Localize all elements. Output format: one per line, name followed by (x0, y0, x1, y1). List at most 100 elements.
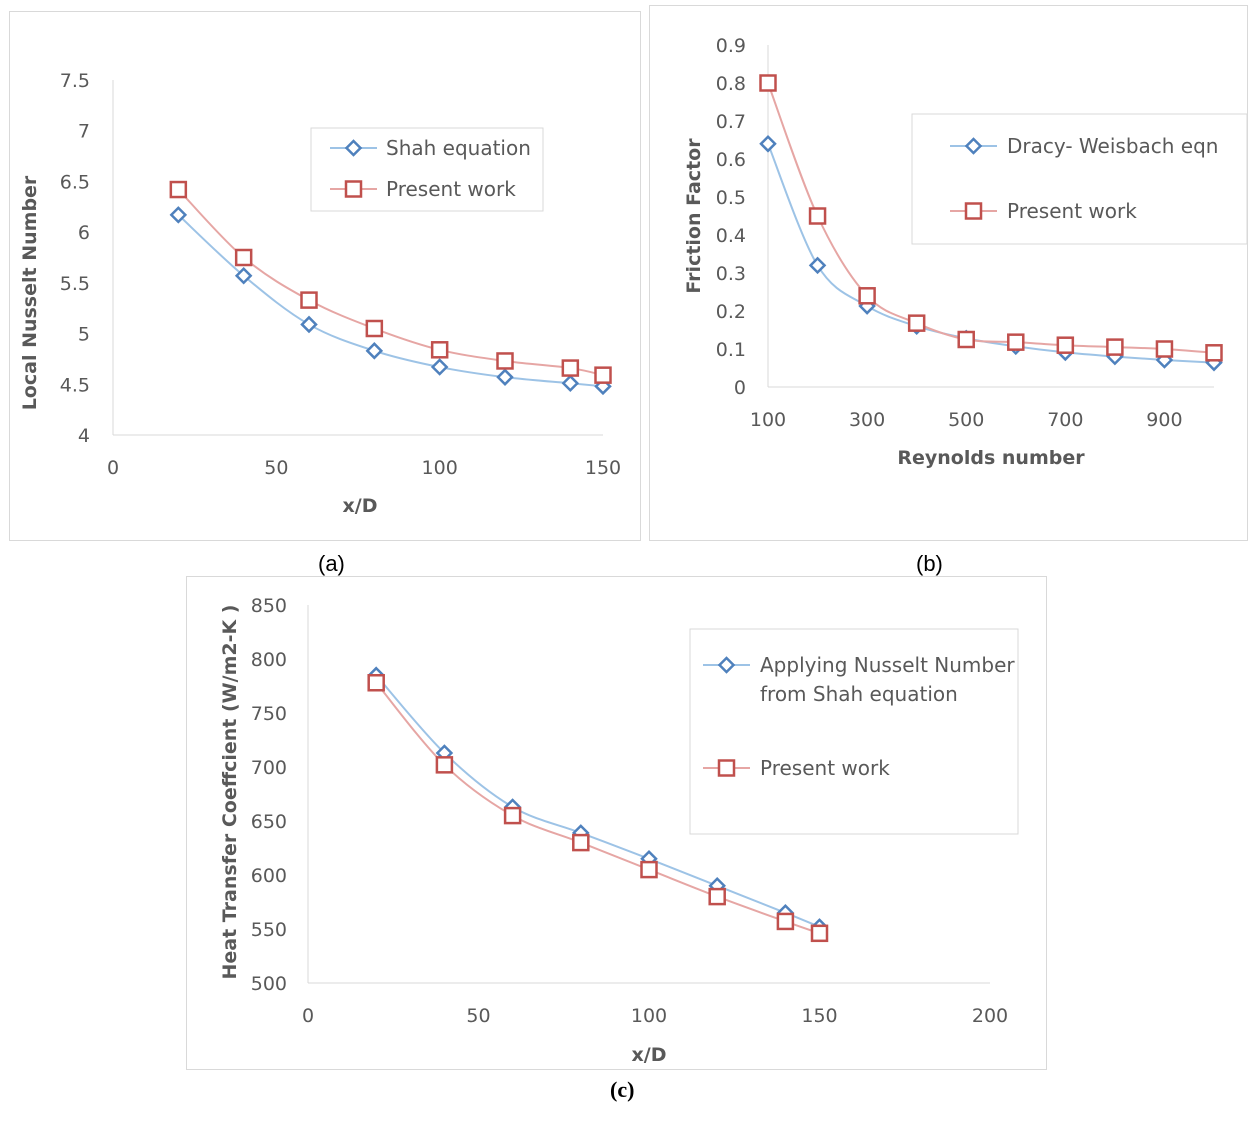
chart-a-series-1-point (234, 266, 253, 285)
chart-c-x-tick-label: 50 (466, 1005, 490, 1027)
chart-c-y-tick-label: 500 (251, 973, 287, 995)
chart-b-y-tick-label: 0.8 (716, 73, 746, 95)
chart-b-legend-label-2: Present work (1007, 199, 1137, 223)
chart-c-x-tick-label: 100 (631, 1005, 667, 1027)
chart-c-y-tick-label: 600 (251, 865, 287, 887)
chart-c-x-axis-title: x/D (632, 1044, 667, 1066)
chart-b-y-axis-title: Friction Factor (683, 138, 705, 294)
chart-b-x-tick-label: 300 (849, 409, 885, 431)
chart-c-legend-marker-1 (717, 656, 736, 674)
chart-b-x-tick-label: 500 (948, 409, 984, 431)
chart-b-y-tick-label: 0.6 (716, 149, 746, 171)
chart-a-x-axis-title: x/D (343, 495, 378, 517)
chart-b-legend-marker-2 (964, 202, 983, 220)
chart-c-y-tick-label: 800 (251, 649, 287, 671)
chart-a-series-1-point (300, 315, 318, 334)
chart-b-y-tick-label: 0.3 (716, 263, 746, 285)
chart-c-series-2-point (776, 912, 795, 931)
chart-b-x-tick-label: 900 (1146, 409, 1182, 431)
chart-b-series-2-point (1106, 338, 1124, 356)
chart-a-legend-label-2: Present work (386, 177, 516, 201)
chart-c-legend-marker-2 (717, 759, 736, 777)
chart-a-y-tick-label: 4 (78, 425, 90, 447)
chart-a-series-1-point (496, 368, 514, 386)
chart-a-y-tick-label: 6.5 (60, 171, 90, 193)
chart-a-y-tick-label: 7 (78, 121, 90, 143)
chart-c-y-tick-label: 700 (251, 757, 287, 779)
chart-b-y-tick-label: 0 (734, 377, 746, 399)
chart-b-series-2-point (957, 330, 975, 349)
chart-b-series-2-point (759, 74, 777, 92)
chart-a-x-tick-label: 0 (107, 457, 119, 479)
chart-c-series-2-point (572, 833, 590, 852)
chart-c-y-axis-title: Heat Transfer Coeffcient (W/m2-K ) (219, 604, 241, 979)
chart-a-series-2-point (234, 248, 253, 267)
chart-b-series-1-point (759, 135, 777, 153)
chart-b-series-1-point (808, 256, 827, 275)
chart-panel-b (649, 5, 1248, 541)
chart-b-series-2-point (1007, 333, 1025, 351)
chart-a-y-tick-label: 6 (78, 222, 90, 244)
chart-a-y-tick-label: 7.5 (60, 70, 90, 92)
chart-c-x-tick-label: 0 (302, 1005, 314, 1027)
chart-c-legend-label-2: Present work (760, 756, 890, 780)
chart-b-x-tick-label: 700 (1047, 409, 1083, 431)
chart-c-y-tick-label: 850 (251, 595, 287, 617)
chart-c-x-tick-label: 200 (972, 1005, 1008, 1027)
chart-a-series-1-point (430, 358, 449, 376)
chart-c-series-2-point (810, 924, 829, 943)
chart-a-legend-marker-1 (344, 139, 363, 157)
chart-b-series-2-point (808, 207, 827, 225)
chart-b-legend-label-1: Dracy- Weisbach eqn (1007, 134, 1218, 158)
chart-a-series-2-point (561, 359, 580, 377)
chart-b-series-2-point (858, 287, 876, 305)
chart-c-x-tick-label: 150 (801, 1005, 837, 1027)
chart-b-legend-box (911, 113, 1248, 245)
chart-a-series-2-point (594, 366, 612, 384)
chart-a-y-tick-label: 5.5 (60, 273, 90, 295)
chart-b-y-tick-label: 0.4 (716, 225, 746, 247)
chart-panel-a (9, 11, 641, 541)
caption-b: (b) (916, 551, 943, 576)
chart-b-series-2-point (1056, 336, 1075, 354)
chart-b-y-tick-label: 0.1 (716, 339, 746, 361)
chart-b-series-2-point (1155, 340, 1174, 358)
chart-c-series-2-point (367, 674, 385, 692)
chart-a-legend-label-1: Shah equation (386, 136, 531, 160)
chart-c-series-2-point (503, 806, 522, 825)
chart-c-series-2-point (708, 887, 726, 906)
chart-b-y-tick-label: 0.5 (716, 187, 746, 209)
caption-a: (a) (318, 551, 345, 576)
chart-b-series-2-point (1205, 344, 1223, 362)
chart-a-y-tick-label: 5 (78, 324, 90, 346)
chart-a-series-2-point (169, 180, 188, 199)
chart-a-y-axis-title: Local Nusselt Number (19, 175, 41, 410)
chart-a-y-tick-label: 4.5 (60, 374, 90, 396)
chart-a-series-2-point (300, 291, 318, 309)
chart-a-series-2-point (365, 319, 384, 338)
chart-a-series-1-point (365, 342, 384, 360)
chart-b-y-tick-label: 0.9 (716, 35, 746, 57)
chart-a-series-2-point (430, 341, 449, 359)
chart-a-legend-marker-2 (344, 180, 363, 198)
chart-c-series-2-point (435, 756, 454, 774)
chart-a-series-1-point (169, 206, 188, 224)
chart-a-x-tick-label: 50 (264, 457, 288, 479)
chart-b-x-axis-title: Reynolds number (897, 447, 1085, 469)
caption-c: (c) (610, 1077, 635, 1102)
chart-a-series-1-point (561, 374, 580, 393)
chart-c-legend-label-1: Applying Nusselt Number from Shah equatio… (760, 653, 1015, 706)
chart-b-y-tick-label: 0.7 (716, 111, 746, 133)
chart-b-series-2-point (907, 314, 926, 332)
chart-b-legend-marker-1 (964, 137, 983, 155)
chart-c-legend-box (689, 628, 1019, 835)
chart-b-y-tick-label: 0.2 (716, 301, 746, 323)
chart-a-series-1-line (177, 214, 604, 388)
chart-c-series-2-point (640, 860, 658, 879)
chart-a-x-tick-label: 100 (422, 457, 458, 479)
chart-b-x-tick-label: 100 (750, 409, 786, 431)
chart-c-y-tick-label: 650 (251, 811, 287, 833)
chart-a-x-tick-label: 150 (585, 457, 621, 479)
chart-c-y-tick-label: 750 (251, 703, 287, 725)
